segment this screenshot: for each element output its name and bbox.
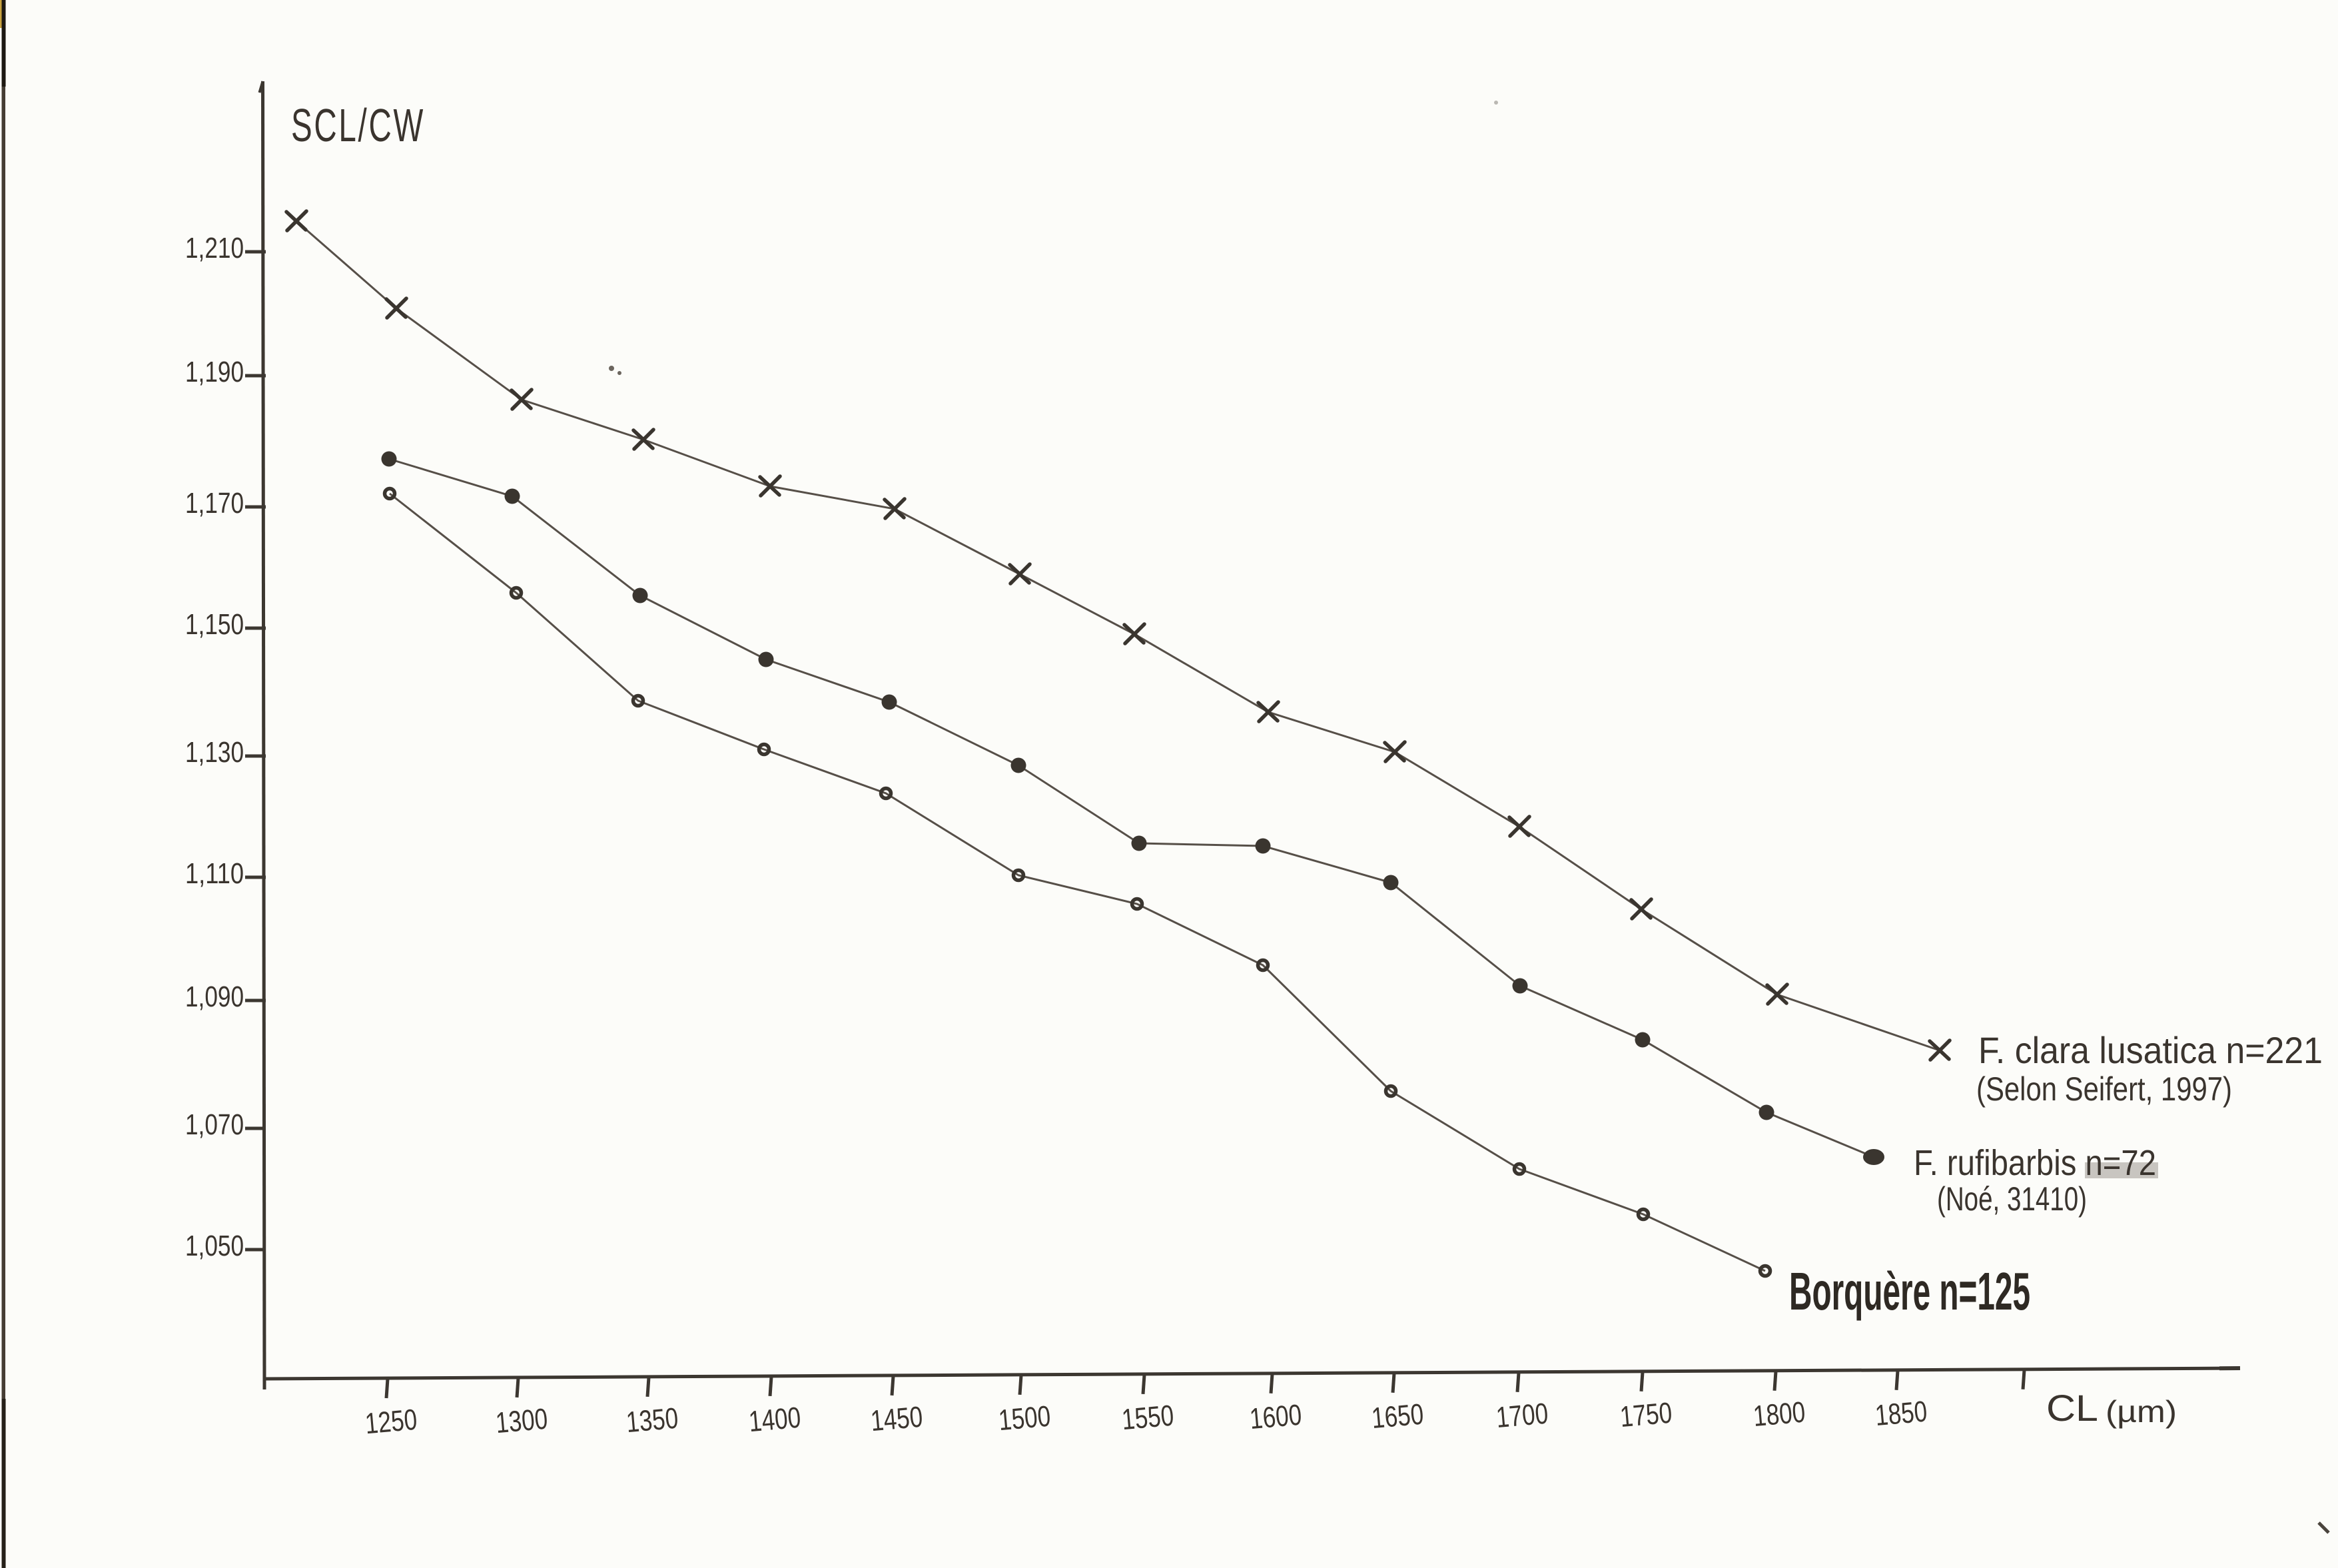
svg-text:1500: 1500 (997, 1400, 1052, 1437)
svg-text:F. rufibarbis n=72: F. rufibarbis n=72 (1914, 1143, 2156, 1183)
svg-text:1,110: 1,110 (185, 857, 244, 890)
svg-text:1,090: 1,090 (185, 980, 244, 1013)
svg-text:1,170: 1,170 (185, 487, 244, 520)
svg-text:1550: 1550 (1120, 1399, 1175, 1437)
svg-text:1250: 1250 (364, 1403, 418, 1441)
svg-text:1450: 1450 (869, 1401, 924, 1438)
svg-text:CL: CL (2046, 1387, 2098, 1429)
svg-text:1800: 1800 (1752, 1395, 1806, 1433)
svg-text:1,130: 1,130 (185, 736, 244, 769)
svg-text:SCL/CW: SCL/CW (291, 99, 425, 151)
svg-text:1650: 1650 (1370, 1398, 1425, 1435)
svg-text:(Noé, 31410): (Noé, 31410) (1937, 1180, 2087, 1218)
svg-text:1,190: 1,190 (185, 356, 244, 388)
svg-text:1350: 1350 (625, 1402, 679, 1439)
svg-text:1300: 1300 (494, 1403, 549, 1440)
svg-text:1700: 1700 (1495, 1397, 1549, 1435)
svg-text:1850: 1850 (1874, 1395, 1928, 1432)
svg-text:1600: 1600 (1248, 1399, 1303, 1436)
svg-text:1,210: 1,210 (185, 232, 244, 264)
svg-text:(Selon Seifert, 1997): (Selon Seifert, 1997) (1976, 1070, 2232, 1108)
svg-text:1400: 1400 (747, 1401, 802, 1439)
svg-text:1,050: 1,050 (185, 1230, 244, 1262)
svg-text:1,070: 1,070 (185, 1108, 244, 1141)
svg-text:(µm): (µm) (2106, 1394, 2177, 1429)
svg-text:F. clara lusatica n=221: F. clara lusatica n=221 (1978, 1029, 2323, 1071)
svg-text:1,150: 1,150 (185, 608, 244, 641)
svg-text:1750: 1750 (1619, 1397, 1673, 1434)
svg-text:Borquère n=125: Borquère n=125 (1789, 1262, 2030, 1321)
